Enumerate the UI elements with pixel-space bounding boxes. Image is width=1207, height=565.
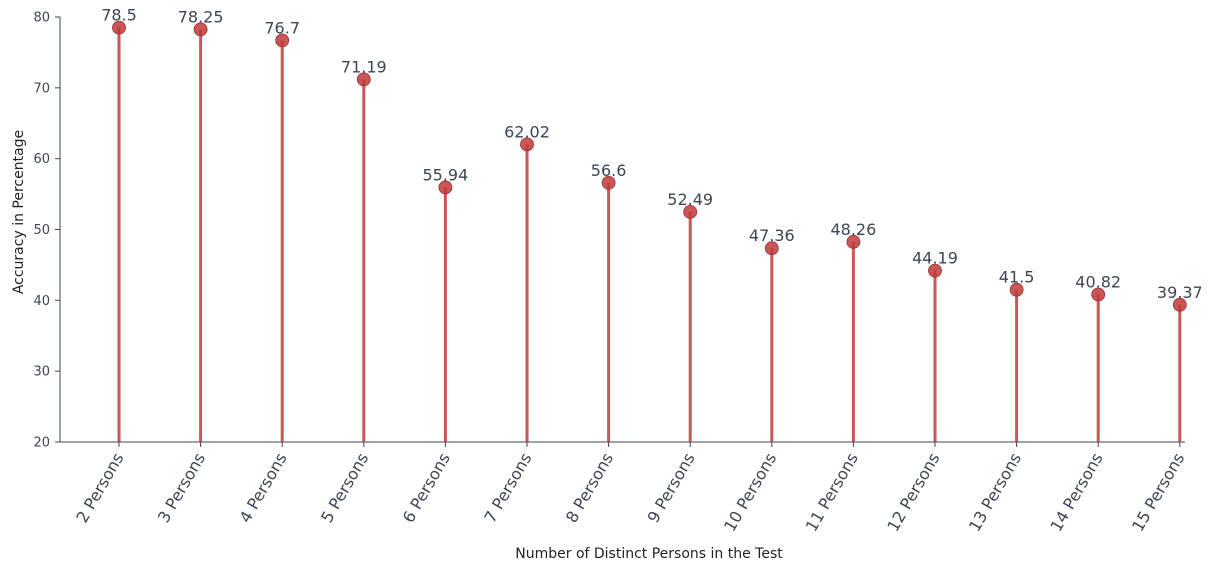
data-label: 41.5 [999,268,1035,287]
data-point [928,263,942,278]
data-label: 55.94 [422,165,468,184]
data-label: 48.26 [830,220,876,239]
x-tick-label: 11 Persons [802,450,862,535]
x-tick-label: 12 Persons [883,450,943,535]
y-tick-label: 70 [33,81,50,96]
y-axis-title: Accuracy in Percentage [11,130,27,294]
y-tick-label: 60 [33,152,50,167]
x-tick-label: 3 Persons [154,450,209,527]
data-point [1009,282,1024,297]
x-tick-label: 15 Persons [1128,450,1188,535]
x-tick-label: 10 Persons [720,450,780,535]
y-tick-label: 50 [33,223,50,238]
data-label: 76.7 [264,18,300,37]
y-tick-label: 80 [33,11,50,26]
data-point [764,241,779,256]
data-point [275,33,290,48]
data-label: 44.19 [912,249,958,268]
x-tick-label: 8 Persons [562,450,617,527]
x-tick-label: 6 Persons [399,450,454,527]
data-point [112,20,126,35]
x-tick-label: 9 Persons [644,450,699,527]
data-label: 71.19 [341,57,387,76]
data-label: 40.82 [1075,273,1121,292]
data-label: 78.5 [101,6,137,25]
data-point [193,22,208,37]
data-labels: 78.5 78.25 76.7 71.19 55.94 62.02 56.6 52.49 47.… [101,6,1203,302]
x-tick-label: 14 Persons [1046,450,1106,535]
data-label: 62.02 [504,122,550,141]
data-point [438,180,453,195]
data-label: 78.25 [178,7,224,26]
data-label: 56.6 [591,161,627,180]
data-point [1172,297,1187,312]
data-label: 52.49 [667,190,713,209]
y-tick-label: 20 [33,436,50,451]
x-axis-title: Number of Distinct Persons in the Test [515,546,783,562]
data-point [1091,287,1106,302]
y-tick-label: 30 [33,365,50,380]
markers [112,20,1187,312]
data-label: 39.37 [1157,283,1203,302]
data-label: 47.36 [749,226,795,245]
y-axis: 20 30 40 50 60 70 80 [33,11,61,451]
x-tick-label: 2 Persons [72,450,127,527]
x-tick-label: 7 Persons [480,450,535,527]
x-tick-label: 5 Persons [317,450,372,527]
x-tick-label: 13 Persons [965,450,1025,535]
x-tick-label: 4 Persons [236,450,291,527]
data-point [683,204,698,219]
data-point [846,234,861,249]
stems [117,27,1182,442]
y-tick-label: 40 [33,294,50,309]
data-point [601,175,616,190]
x-axis: 2 Persons 3 Persons 4 Persons 5 Persons 6 Pe… [60,441,1188,535]
data-point [356,72,371,87]
data-point [520,137,534,152]
